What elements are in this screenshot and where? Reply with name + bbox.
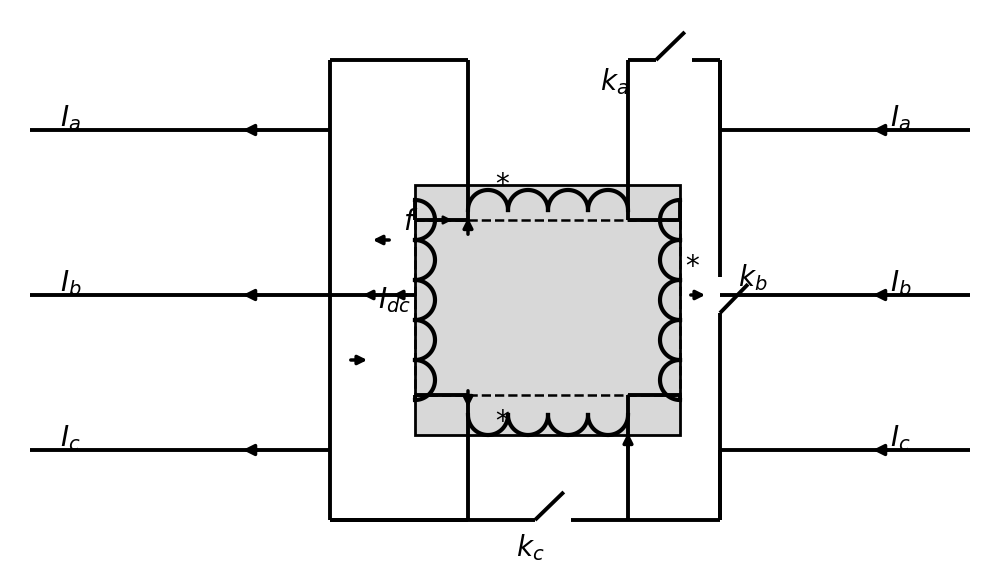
- Text: $I_a$: $I_a$: [60, 103, 81, 133]
- Text: $I_c$: $I_c$: [890, 423, 911, 453]
- Text: $*$: $*$: [495, 406, 509, 434]
- Text: $k_a$: $k_a$: [600, 67, 629, 97]
- Text: $I_b$: $I_b$: [890, 268, 912, 298]
- Text: $k_c$: $k_c$: [516, 532, 544, 563]
- Text: $k_b$: $k_b$: [738, 263, 768, 294]
- Bar: [415, 185, 680, 435]
- Text: $I_b$: $I_b$: [60, 268, 82, 298]
- Text: $*$: $*$: [685, 251, 699, 279]
- Text: $f$: $f$: [403, 208, 418, 236]
- Text: $*$: $*$: [495, 169, 509, 197]
- Text: $I_{dc}$: $I_{dc}$: [378, 285, 411, 315]
- Text: $I_c$: $I_c$: [60, 423, 81, 453]
- Text: $I_a$: $I_a$: [890, 103, 911, 133]
